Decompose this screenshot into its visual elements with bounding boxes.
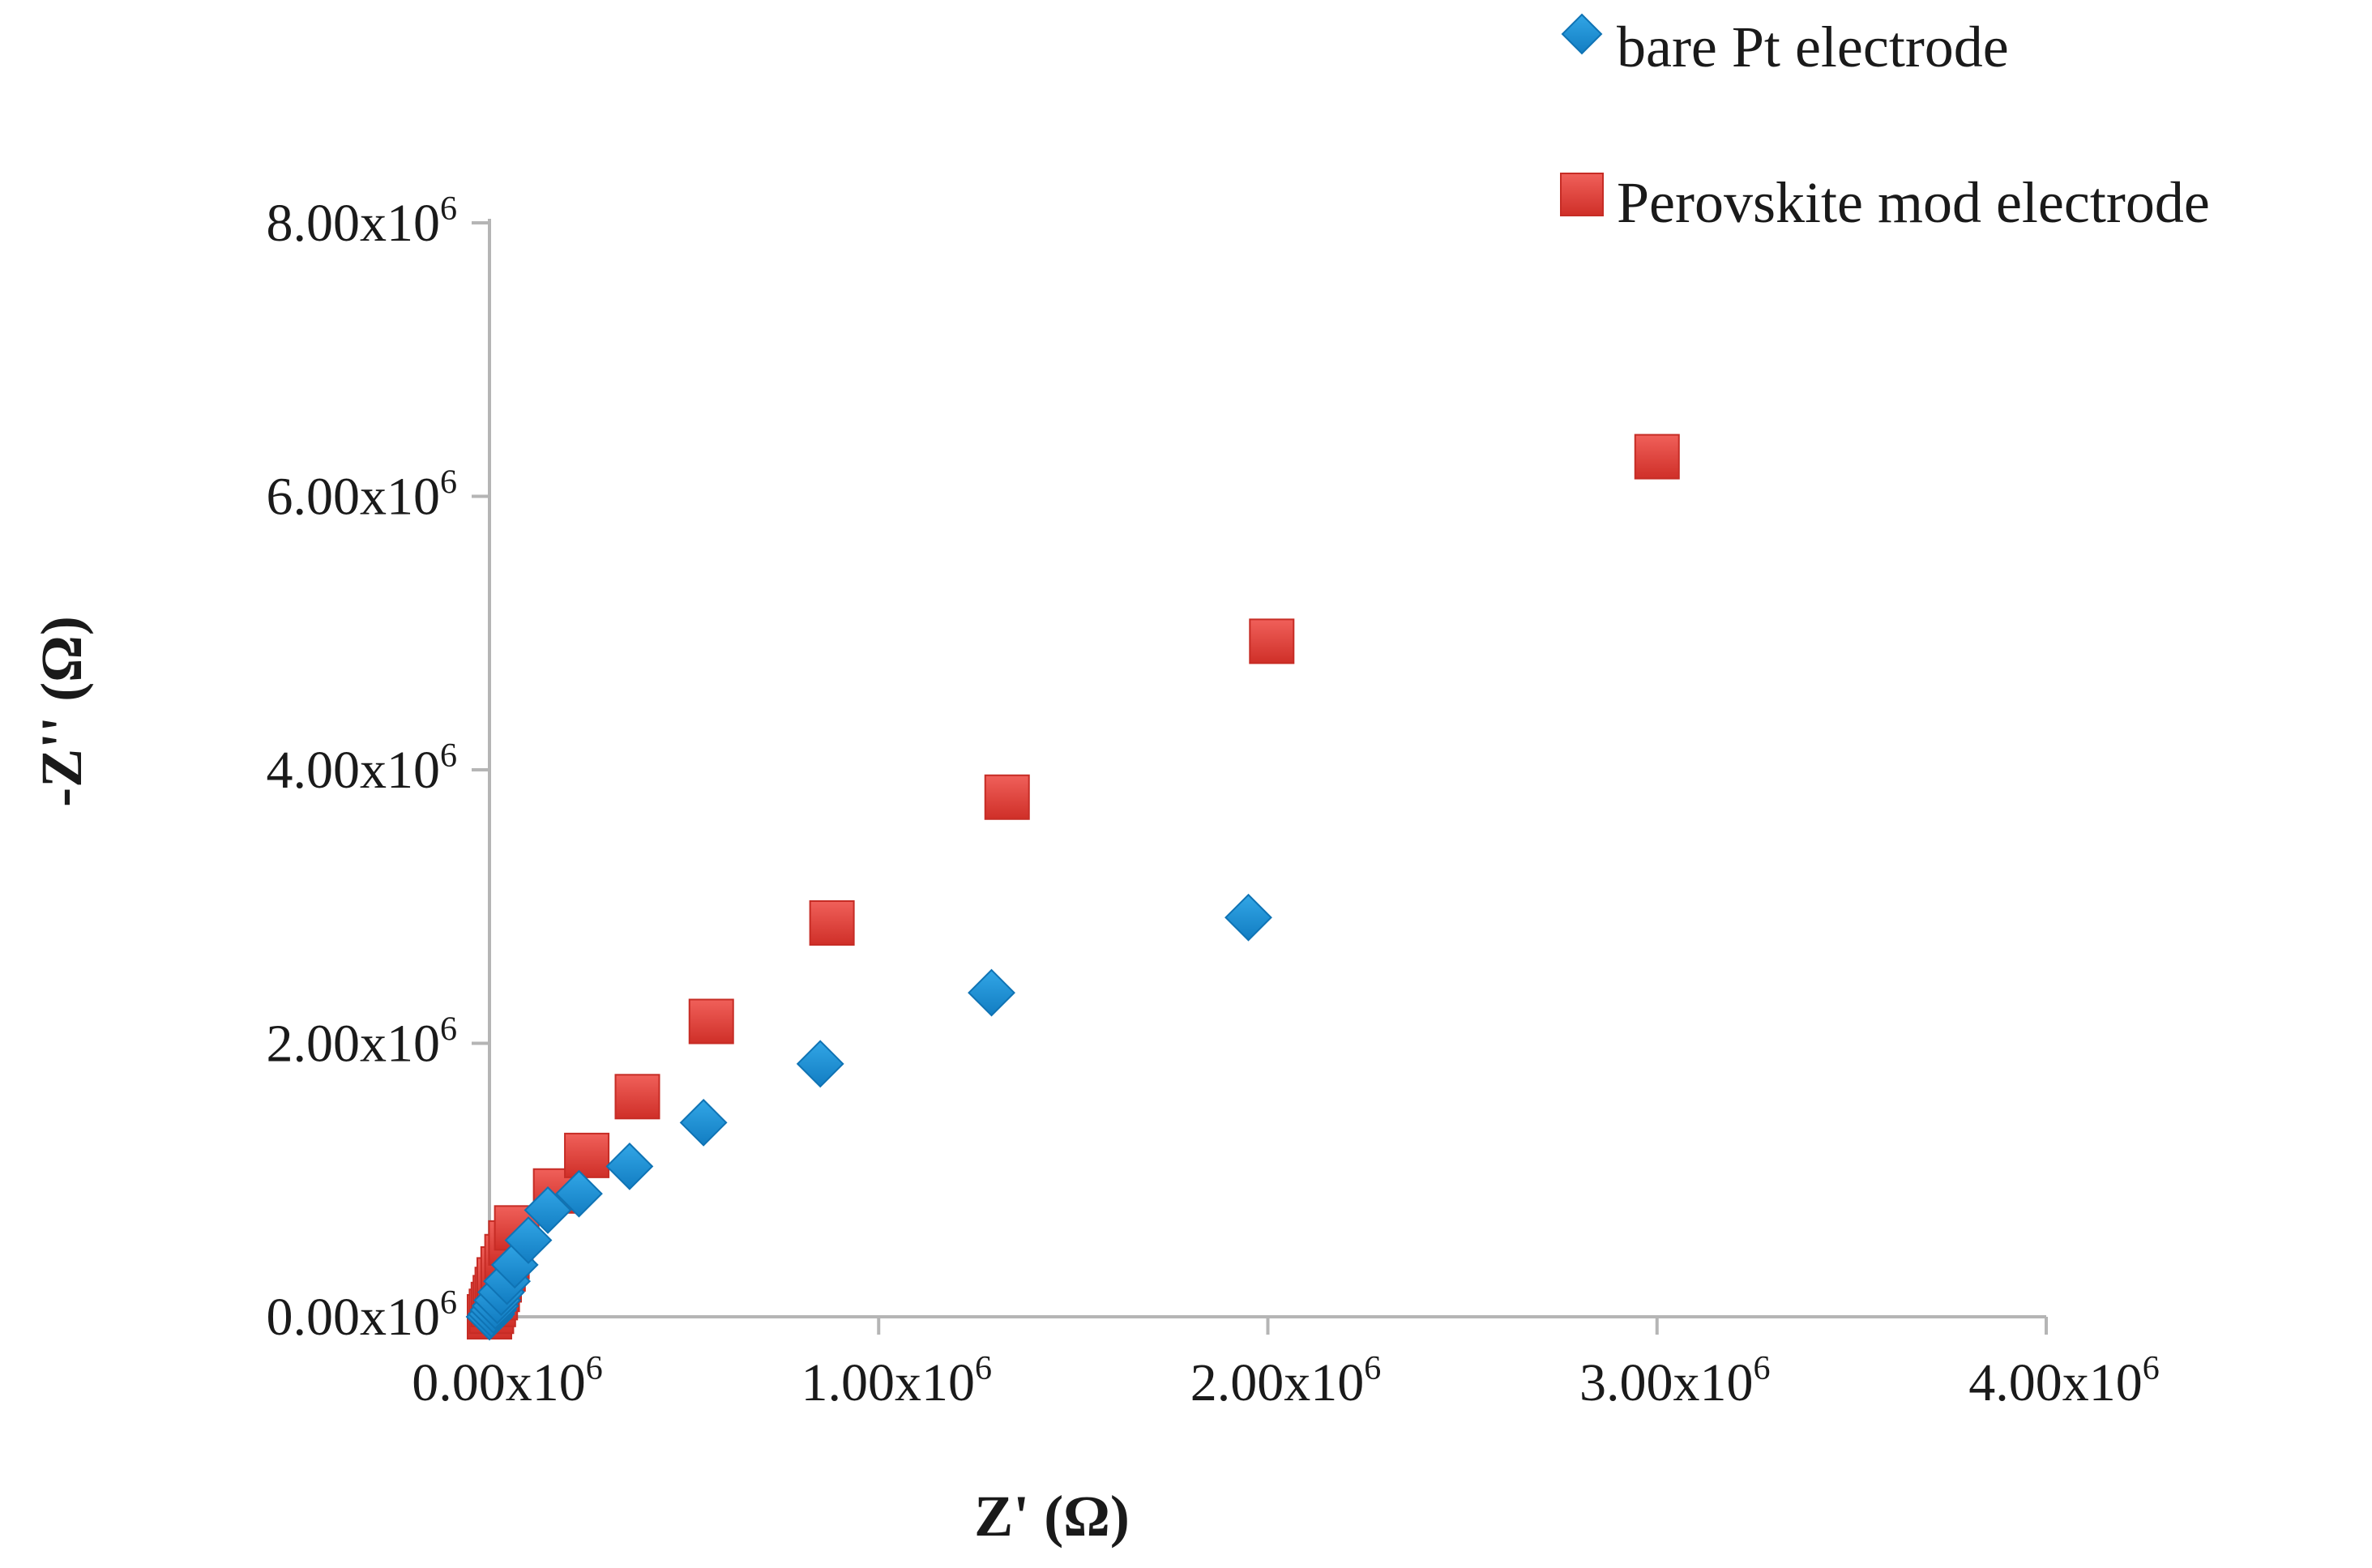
data-point-bare-pt bbox=[968, 968, 1015, 1017]
series-bare-pt bbox=[465, 893, 1272, 1341]
data-point-bare-pt bbox=[605, 1142, 654, 1190]
data-point-perovskite bbox=[1249, 618, 1295, 664]
y-tick-label: 4.00x106 bbox=[267, 737, 458, 800]
y-tick-label: 8.00x106 bbox=[267, 190, 458, 253]
data-point-perovskite bbox=[614, 1074, 660, 1120]
y-tick-label: 6.00x106 bbox=[267, 464, 458, 527]
x-ticks: 0.00x106 1.00x106 2.00x106 3.00x106 4.00x106 bbox=[412, 1317, 2160, 1412]
legend-diamond-marker bbox=[1561, 13, 1603, 55]
data-point-perovskite bbox=[809, 900, 855, 946]
y-axis-title: -Z'' (Ω) bbox=[29, 616, 94, 807]
data-point-perovskite bbox=[688, 998, 734, 1045]
legend-item-bare-pt: bare Pt electrode bbox=[1561, 13, 2009, 79]
x-tick-label: 4.00x106 bbox=[1968, 1350, 2160, 1412]
data-point-bare-pt bbox=[1224, 893, 1272, 942]
y-ticks: 0.00x106 2.00x106 4.00x106 6.00x106 8.00x106 bbox=[267, 190, 489, 1347]
legend-label: bare Pt electrode bbox=[1617, 15, 2009, 79]
legend-label: Perovskite mod electrode bbox=[1617, 170, 2210, 235]
data-marks bbox=[465, 434, 1680, 1341]
y-tick-label: 0.00x106 bbox=[267, 1284, 458, 1347]
data-point-bare-pt bbox=[796, 1040, 844, 1088]
data-point-perovskite bbox=[564, 1132, 610, 1178]
data-point-perovskite bbox=[984, 774, 1030, 820]
legend: bare Pt electrode Perovskite mod electrod… bbox=[1560, 13, 2210, 235]
data-point-perovskite bbox=[1634, 434, 1680, 480]
data-point-bare-pt bbox=[555, 1169, 603, 1218]
y-tick-label: 2.00x106 bbox=[267, 1011, 458, 1074]
data-point-bare-pt bbox=[679, 1098, 728, 1147]
legend-item-perovskite: Perovskite mod electrode bbox=[1560, 170, 2210, 235]
legend-square-marker bbox=[1560, 173, 1604, 216]
x-tick-label: 3.00x106 bbox=[1579, 1350, 1771, 1412]
x-tick-label: 2.00x106 bbox=[1190, 1350, 1382, 1412]
series-perovskite bbox=[467, 434, 1680, 1339]
x-tick-label: 0.00x106 bbox=[412, 1350, 603, 1412]
x-axis-title: Z' (Ω) bbox=[974, 1484, 1130, 1549]
x-tick-label: 1.00x106 bbox=[801, 1350, 993, 1412]
data-point-bare-pt bbox=[504, 1216, 553, 1264]
data-point-bare-pt bbox=[524, 1186, 572, 1234]
axes bbox=[488, 219, 2046, 1318]
